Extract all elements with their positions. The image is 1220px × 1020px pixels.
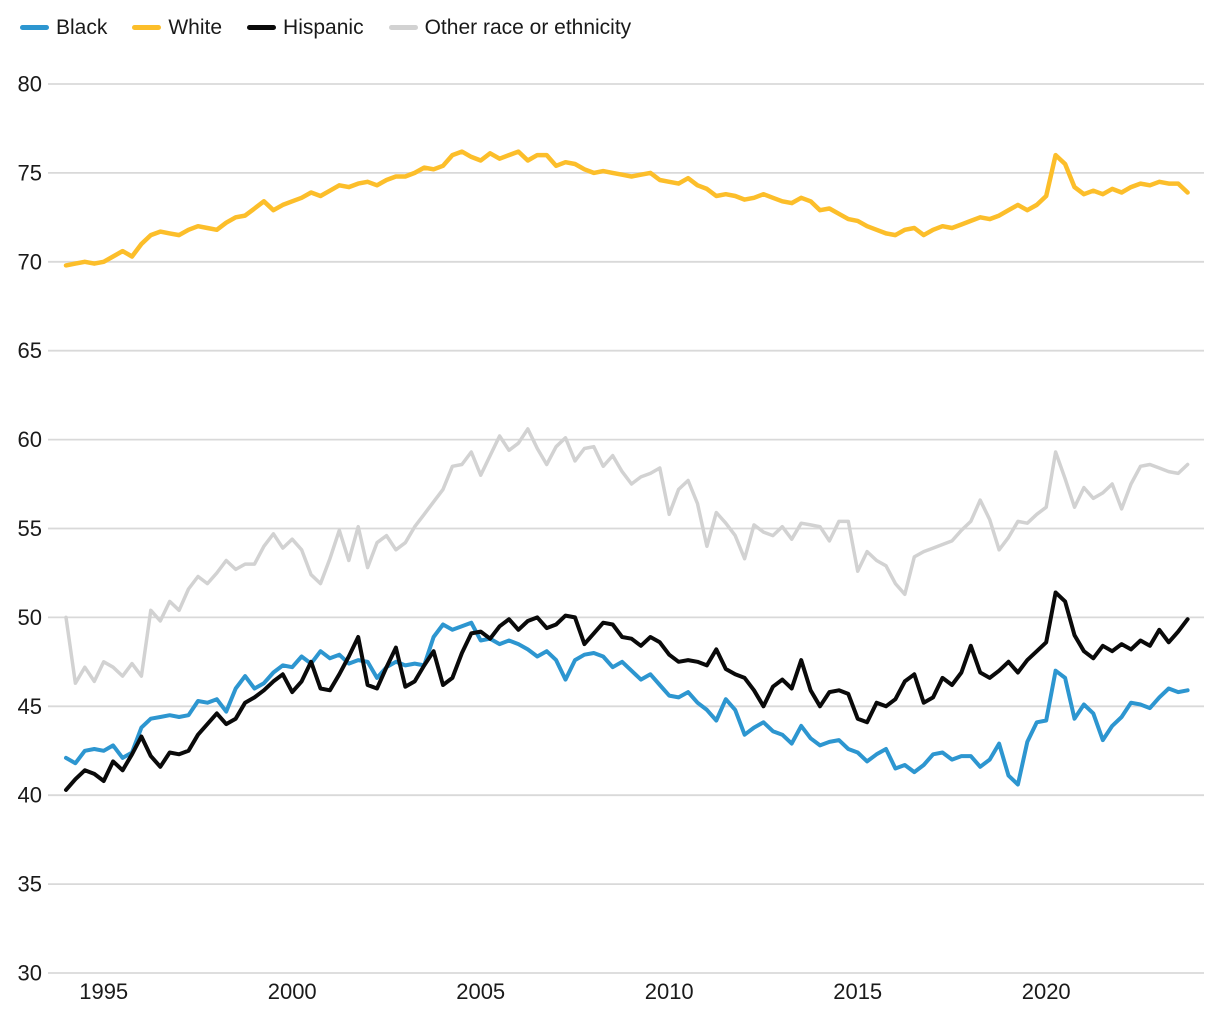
ytick-label-30: 30 — [18, 961, 42, 986]
legend-item-other-race-or-ethnicity: Other race or ethnicity — [388, 16, 632, 39]
xtick-label-2000: 2000 — [268, 979, 317, 1004]
xtick-label-2020: 2020 — [1022, 979, 1071, 1004]
series-line-hispanic — [64, 590, 1190, 792]
legend-item-black: Black — [20, 17, 107, 38]
legend-label: Other race or ethnicity — [424, 16, 632, 39]
ytick-label-35: 35 — [18, 872, 42, 897]
x-axis-labels: 1995 2000 2005 2010 2015 2020 — [79, 979, 1070, 1004]
y-axis-labels: 30 35 40 45 50 55 60 65 70 75 80 — [18, 72, 42, 986]
xtick-label-2015: 2015 — [833, 979, 882, 1004]
xtick-label-2010: 2010 — [645, 979, 694, 1004]
gridlines — [48, 83, 1204, 974]
ytick-label-70: 70 — [18, 249, 42, 274]
ytick-label-65: 65 — [18, 338, 42, 363]
ytick-label-75: 75 — [18, 160, 42, 185]
legend-label: White — [168, 16, 223, 39]
legend-swatch-black — [20, 25, 49, 30]
series-line-other-race-or-ethnicity — [64, 427, 1190, 685]
chart-legend: Black White Hispanic Other race or ethnicit… — [20, 17, 656, 38]
ytick-label-50: 50 — [18, 605, 42, 630]
legend-label: Black — [56, 16, 108, 39]
ytick-label-45: 45 — [18, 694, 42, 719]
ytick-label-40: 40 — [18, 783, 42, 808]
ytick-label-60: 60 — [18, 427, 42, 452]
ytick-label-55: 55 — [18, 516, 42, 541]
series-line-black — [64, 620, 1190, 787]
legend-label: Hispanic — [283, 16, 364, 39]
xtick-label-2005: 2005 — [456, 979, 505, 1004]
legend-item-hispanic: Hispanic — [247, 17, 364, 38]
legend-swatch-hispanic — [247, 25, 277, 30]
legend-swatch-other-race-or-ethnicity — [388, 25, 418, 30]
legend-item-white: White — [132, 17, 222, 38]
legend-swatch-white — [132, 25, 162, 30]
xtick-label-1995: 1995 — [79, 979, 128, 1004]
series-line-white — [63, 149, 1190, 268]
ytick-label-80: 80 — [18, 72, 42, 97]
